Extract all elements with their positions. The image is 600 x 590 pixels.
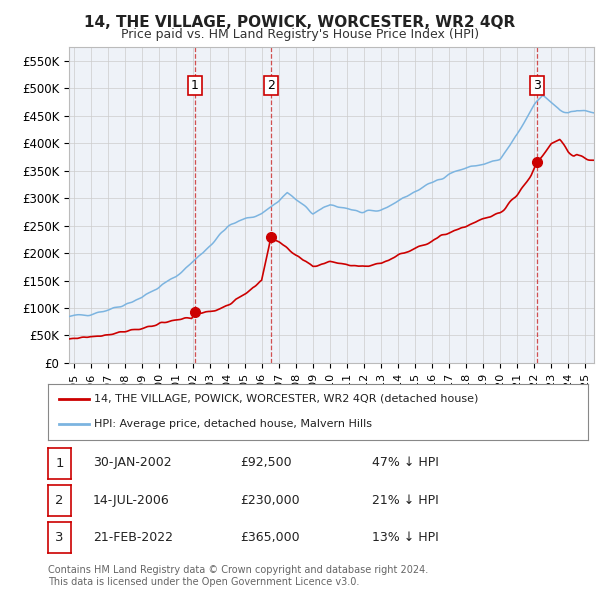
Text: 13% ↓ HPI: 13% ↓ HPI (372, 530, 439, 544)
Text: Price paid vs. HM Land Registry's House Price Index (HPI): Price paid vs. HM Land Registry's House … (121, 28, 479, 41)
Text: 21% ↓ HPI: 21% ↓ HPI (372, 493, 439, 507)
Text: £230,000: £230,000 (240, 493, 299, 507)
Text: 30-JAN-2002: 30-JAN-2002 (93, 456, 172, 470)
Text: £365,000: £365,000 (240, 530, 299, 544)
Text: 21-FEB-2022: 21-FEB-2022 (93, 530, 173, 544)
Text: 14, THE VILLAGE, POWICK, WORCESTER, WR2 4QR (detached house): 14, THE VILLAGE, POWICK, WORCESTER, WR2 … (94, 394, 478, 404)
Text: HPI: Average price, detached house, Malvern Hills: HPI: Average price, detached house, Malv… (94, 419, 372, 430)
Text: 14-JUL-2006: 14-JUL-2006 (93, 493, 170, 507)
Text: 1: 1 (55, 457, 64, 470)
Text: 3: 3 (55, 531, 64, 545)
Text: 14, THE VILLAGE, POWICK, WORCESTER, WR2 4QR: 14, THE VILLAGE, POWICK, WORCESTER, WR2 … (85, 15, 515, 30)
Text: 2: 2 (267, 79, 275, 92)
Text: 2: 2 (55, 494, 64, 507)
Text: 3: 3 (533, 79, 541, 92)
Text: 47% ↓ HPI: 47% ↓ HPI (372, 456, 439, 470)
Text: Contains HM Land Registry data © Crown copyright and database right 2024.
This d: Contains HM Land Registry data © Crown c… (48, 565, 428, 587)
Text: £92,500: £92,500 (240, 456, 292, 470)
Text: 1: 1 (191, 79, 199, 92)
